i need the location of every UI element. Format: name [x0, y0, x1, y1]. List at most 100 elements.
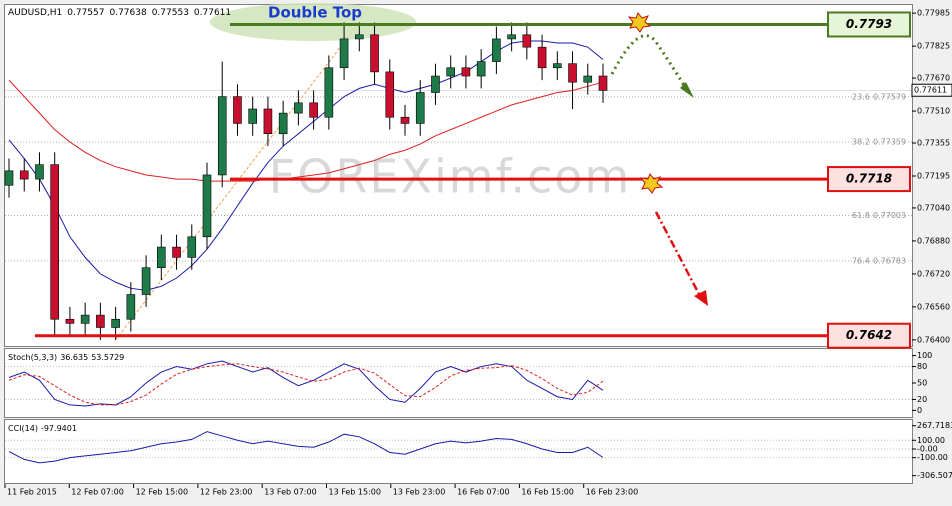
candle-body [537, 46, 547, 69]
stoch-title-part: Stoch(5,3,3) [8, 353, 57, 362]
burst-icon [639, 173, 664, 194]
fib-ratio: 23.6 [852, 92, 870, 101]
annotation-ellipse [210, 3, 416, 41]
candle-body [431, 75, 440, 93]
y-tick-label: 20 [917, 395, 927, 404]
candle-body [111, 318, 120, 328]
y-tick-label: 50 [917, 379, 927, 388]
x-tick-label: 12 Feb 23:00 [200, 488, 252, 497]
current-price: 0.77611 [914, 86, 947, 95]
candle-body [385, 71, 395, 118]
candle-body [157, 246, 166, 269]
y-tick-label: 0.76400 [917, 335, 950, 344]
y-tick-label: 0 [917, 406, 922, 415]
cci-line [8, 431, 604, 464]
y-tick-label: 0.77040 [917, 203, 950, 212]
y-tick-label: -0.00 [917, 444, 938, 453]
arrow-head [680, 82, 694, 98]
candle-body [141, 267, 151, 295]
fib-price: 0.77003 [873, 211, 906, 220]
stoch-title-part: 36.635 [60, 353, 88, 362]
y-tick-label: 0.77195 [917, 171, 950, 180]
candle-body [492, 38, 501, 62]
y-tick-label: 0.76880 [917, 236, 950, 245]
candle-body [400, 116, 410, 124]
candle-body [19, 170, 29, 180]
cci-title: CCI(14) -97.9401 [8, 424, 77, 433]
y-tick-label: 80 [917, 362, 927, 371]
y-tick-label: -306.5077 [917, 471, 952, 480]
header-value: 0.77638 [109, 8, 146, 18]
candle-body [50, 164, 59, 320]
fib-ratio: 38.2 [852, 138, 870, 147]
x-tick-label: 13 Feb 15:00 [329, 488, 381, 497]
candle-body [507, 34, 516, 40]
level-label: 0.7642 [846, 328, 892, 342]
candle-body [370, 34, 379, 73]
candle-body [65, 318, 75, 324]
stoch-title: Stoch(5,3,3) 36.635 53.5729 [8, 353, 124, 362]
candle-body [233, 96, 242, 124]
level-box [827, 11, 911, 38]
header-value: 0.77557 [67, 8, 104, 18]
level-label: 0.7793 [846, 17, 892, 31]
x-tick-label: 13 Feb 23:00 [393, 488, 445, 497]
moving-average [8, 79, 604, 182]
header-value: 0.77611 [194, 8, 231, 18]
y-tick-label: 267.7183 [917, 421, 952, 430]
fib-price: 0.77359 [873, 138, 906, 147]
candle-body [598, 75, 608, 91]
candle-body [80, 314, 90, 324]
candle-body [583, 75, 593, 83]
y-tick-label: 100 [917, 351, 932, 360]
burst-icon [627, 12, 652, 33]
y-tick-label: 0.77355 [917, 139, 950, 148]
y-tick-label: 0.76720 [917, 269, 950, 278]
level-label: 0.7718 [846, 172, 892, 186]
candle-body [35, 164, 44, 180]
fib-ratio: 61.8 [852, 211, 870, 220]
x-tick-label: 11 Feb 2015 [7, 488, 57, 497]
stoch-title-part: 53.5729 [91, 353, 124, 362]
y-tick-label: 0.77825 [917, 42, 950, 51]
annotation: Double Top [268, 4, 362, 22]
candle-body [217, 96, 227, 176]
x-tick-label: 16 Feb 07:00 [457, 488, 509, 497]
level-box [827, 322, 911, 349]
y-tick-label: 0.76560 [917, 302, 950, 311]
cci-title-part: -97.9401 [41, 424, 77, 433]
x-tick-label: 16 Feb 23:00 [586, 488, 638, 497]
candle-body [339, 38, 349, 69]
x-tick-label: 12 Feb 15:00 [136, 488, 188, 497]
candle-body [263, 108, 273, 135]
candle-body [187, 236, 197, 258]
arrow-head [694, 290, 708, 306]
candle-body [568, 63, 577, 83]
candle-body [126, 294, 136, 320]
cci-panel [4, 419, 913, 484]
candle-body [324, 67, 334, 118]
candle-body [248, 108, 257, 124]
y-tick-label: 0.77985 [917, 9, 950, 18]
candle-body [415, 92, 425, 124]
fib-price: 0.76783 [873, 256, 906, 265]
candle-body [294, 102, 303, 114]
candle-body [522, 34, 532, 48]
x-tick-label: 16 Feb 15:00 [521, 488, 573, 497]
moving-average [8, 40, 604, 291]
candle-body [96, 314, 105, 328]
candle-body [172, 246, 181, 258]
candle-body [476, 61, 486, 77]
candle-body [553, 63, 562, 69]
symbol: AUDUSD,H1 [8, 8, 62, 18]
fib-price: 0.77579 [873, 92, 906, 101]
x-tick-label: 13 Feb 07:00 [264, 488, 316, 497]
candle-body [309, 102, 318, 118]
candle-body [278, 112, 288, 135]
cci-title-part: CCI(14) [8, 424, 38, 433]
stoch-panel [4, 348, 913, 418]
candle-body [202, 174, 212, 238]
y-tick-label: -100.00 [917, 453, 948, 462]
